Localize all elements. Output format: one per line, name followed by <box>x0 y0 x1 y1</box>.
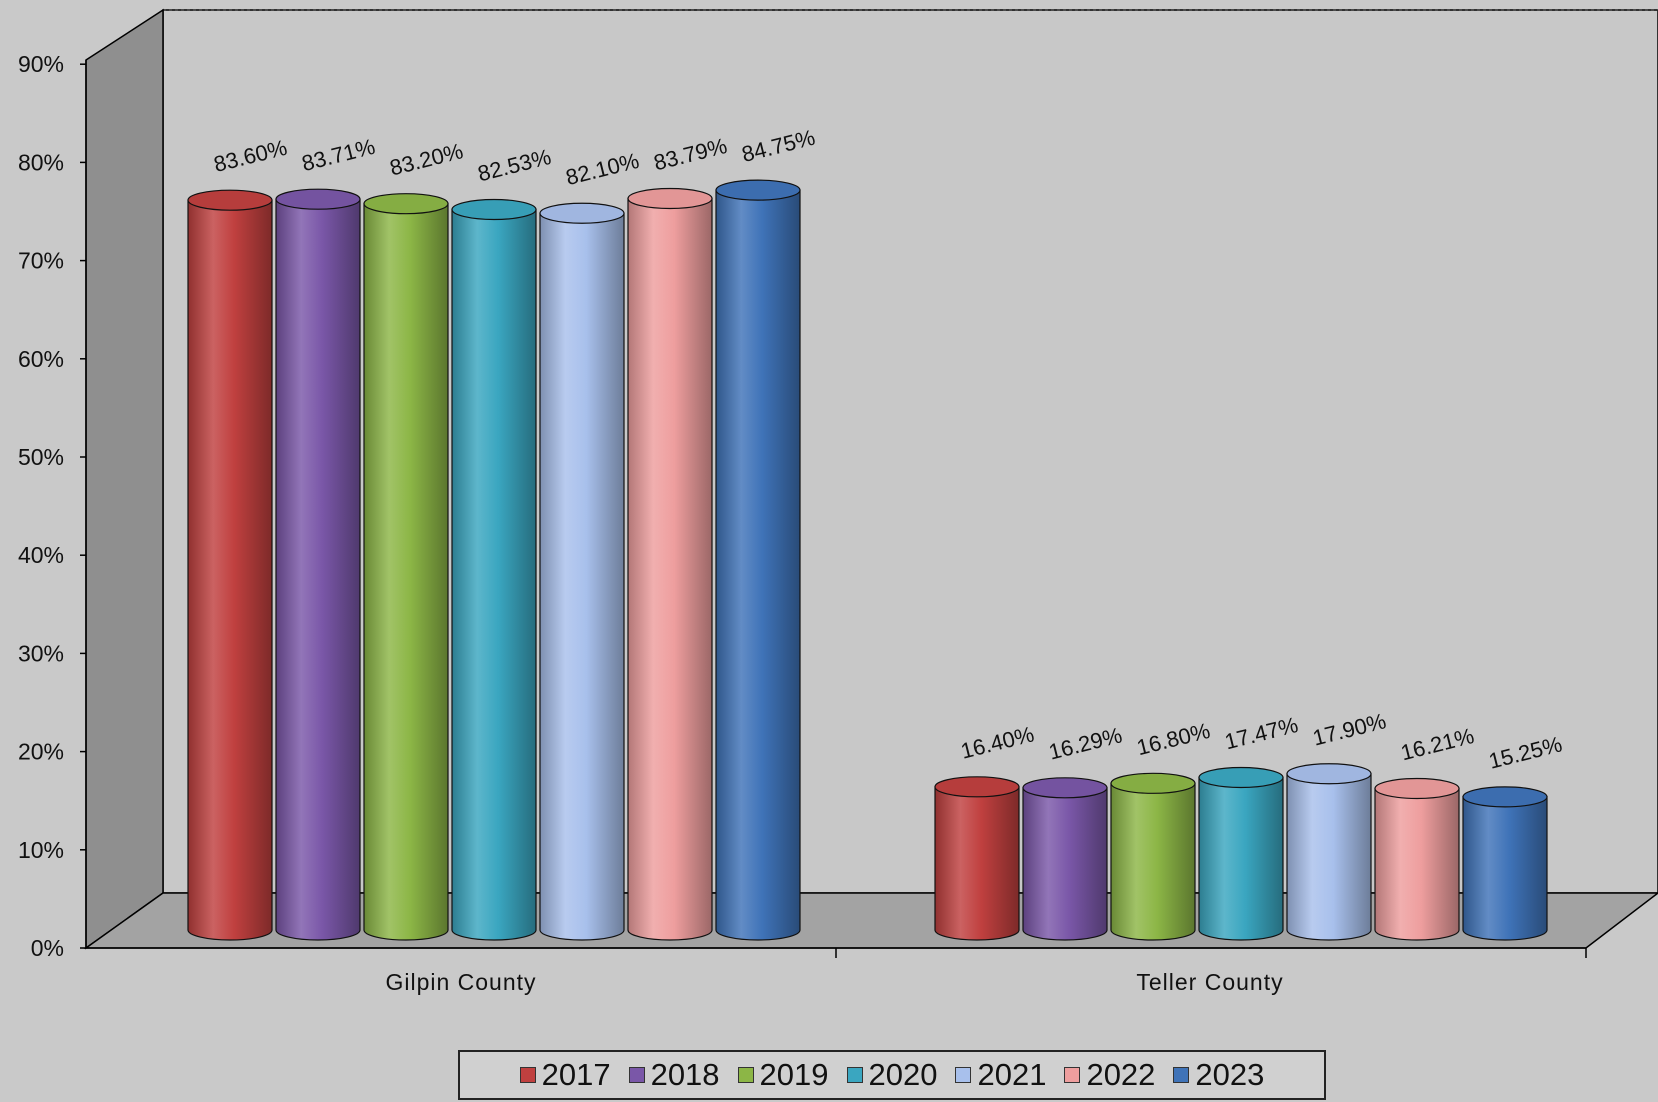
legend-swatch <box>737 1067 754 1083</box>
bar-body <box>715 189 801 941</box>
bar-gilpin-county-2021 <box>539 202 625 941</box>
legend-item-2018: 2018 <box>628 1057 720 1093</box>
legend-swatch <box>1173 1067 1190 1083</box>
bar-top <box>1022 777 1108 799</box>
y-tick-label: 50% <box>18 444 64 470</box>
bar-teller-county-2017 <box>934 776 1020 941</box>
bar-top <box>363 193 449 215</box>
legend-item-2021: 2021 <box>955 1057 1046 1093</box>
bar-teller-county-2021 <box>1286 763 1372 941</box>
x-category-label: Teller County <box>1136 969 1283 995</box>
y-tick-label: 80% <box>18 149 64 175</box>
bar-top <box>627 187 713 210</box>
legend-swatch <box>846 1067 863 1083</box>
legend-swatch <box>628 1067 645 1083</box>
y-tick-label: 20% <box>18 739 64 765</box>
bar-body <box>451 208 537 941</box>
legend-swatch <box>1064 1067 1081 1083</box>
bar-top <box>715 179 801 201</box>
bar-top <box>539 202 625 224</box>
y-tick-label: 0% <box>31 935 64 961</box>
bar-top <box>934 776 1020 798</box>
y-tick-label: 10% <box>18 837 64 863</box>
y-tick-label: 30% <box>18 640 64 666</box>
legend-swatch <box>519 1067 536 1083</box>
y-tick-label: 70% <box>18 248 64 274</box>
bar-body <box>187 199 273 941</box>
bar-body <box>1198 776 1284 941</box>
bar-top <box>275 188 361 210</box>
legend-item-2019: 2019 <box>737 1057 829 1093</box>
bar-body <box>934 786 1020 941</box>
bar-top <box>1110 772 1196 794</box>
y-tick-label: 60% <box>18 346 64 372</box>
bars <box>187 179 1548 941</box>
legend-item-2022: 2022 <box>1064 1057 1155 1093</box>
bar-top <box>1198 766 1284 789</box>
legend-label: 2020 <box>868 1057 938 1092</box>
legend-label: 2023 <box>1195 1057 1265 1092</box>
legend: 2017 2018 2019 2020 2021 2022 2023 <box>458 1050 1326 1100</box>
legend-label: 2018 <box>650 1057 720 1092</box>
y-tick-label: 90% <box>18 51 64 77</box>
bar-teller-county-2018 <box>1022 777 1108 941</box>
bar-body <box>275 198 361 941</box>
bar-teller-county-2019 <box>1110 772 1196 941</box>
bar-gilpin-county-2020 <box>451 198 537 941</box>
legend-item-2017: 2017 <box>519 1057 611 1093</box>
bar-top <box>1286 763 1372 785</box>
x-category-label: Gilpin County <box>385 969 536 995</box>
category-labels: Gilpin County Teller County <box>385 969 1283 995</box>
legend-label: 2022 <box>1086 1057 1156 1092</box>
legend-label: 2021 <box>977 1057 1047 1092</box>
bar-gilpin-county-2018 <box>275 188 361 941</box>
bar-body <box>539 212 625 941</box>
bar-gilpin-county-2022 <box>627 187 713 941</box>
bar-teller-county-2020 <box>1198 766 1284 941</box>
bar-body <box>1286 773 1372 941</box>
bar-body <box>1462 796 1548 941</box>
chart-side-wall <box>85 8 164 950</box>
bar-top <box>1374 777 1460 800</box>
bar-body <box>1022 787 1108 941</box>
bar-top <box>187 189 273 211</box>
bar-teller-county-2023 <box>1462 786 1548 941</box>
legend-label: 2019 <box>759 1057 829 1092</box>
bar-gilpin-county-2019 <box>363 193 449 941</box>
legend-label: 2017 <box>541 1057 611 1092</box>
bar-body <box>1110 782 1196 941</box>
bar-top <box>1462 786 1548 808</box>
bar-body <box>627 197 713 941</box>
y-tick-label: 40% <box>18 542 64 568</box>
bar-top <box>451 198 537 221</box>
legend-item-2023: 2023 <box>1173 1057 1264 1093</box>
bar-gilpin-county-2017 <box>187 189 273 941</box>
legend-item-2020: 2020 <box>846 1057 938 1093</box>
bar-body <box>363 203 449 941</box>
legend-swatch <box>955 1067 972 1083</box>
bar-body <box>1374 787 1460 941</box>
y-axis: 0% 10% 20% 30% 40% 50% 60% 70% 80% 90% <box>18 51 87 961</box>
bar-gilpin-county-2023 <box>715 179 801 941</box>
bar-teller-county-2022 <box>1374 777 1460 941</box>
